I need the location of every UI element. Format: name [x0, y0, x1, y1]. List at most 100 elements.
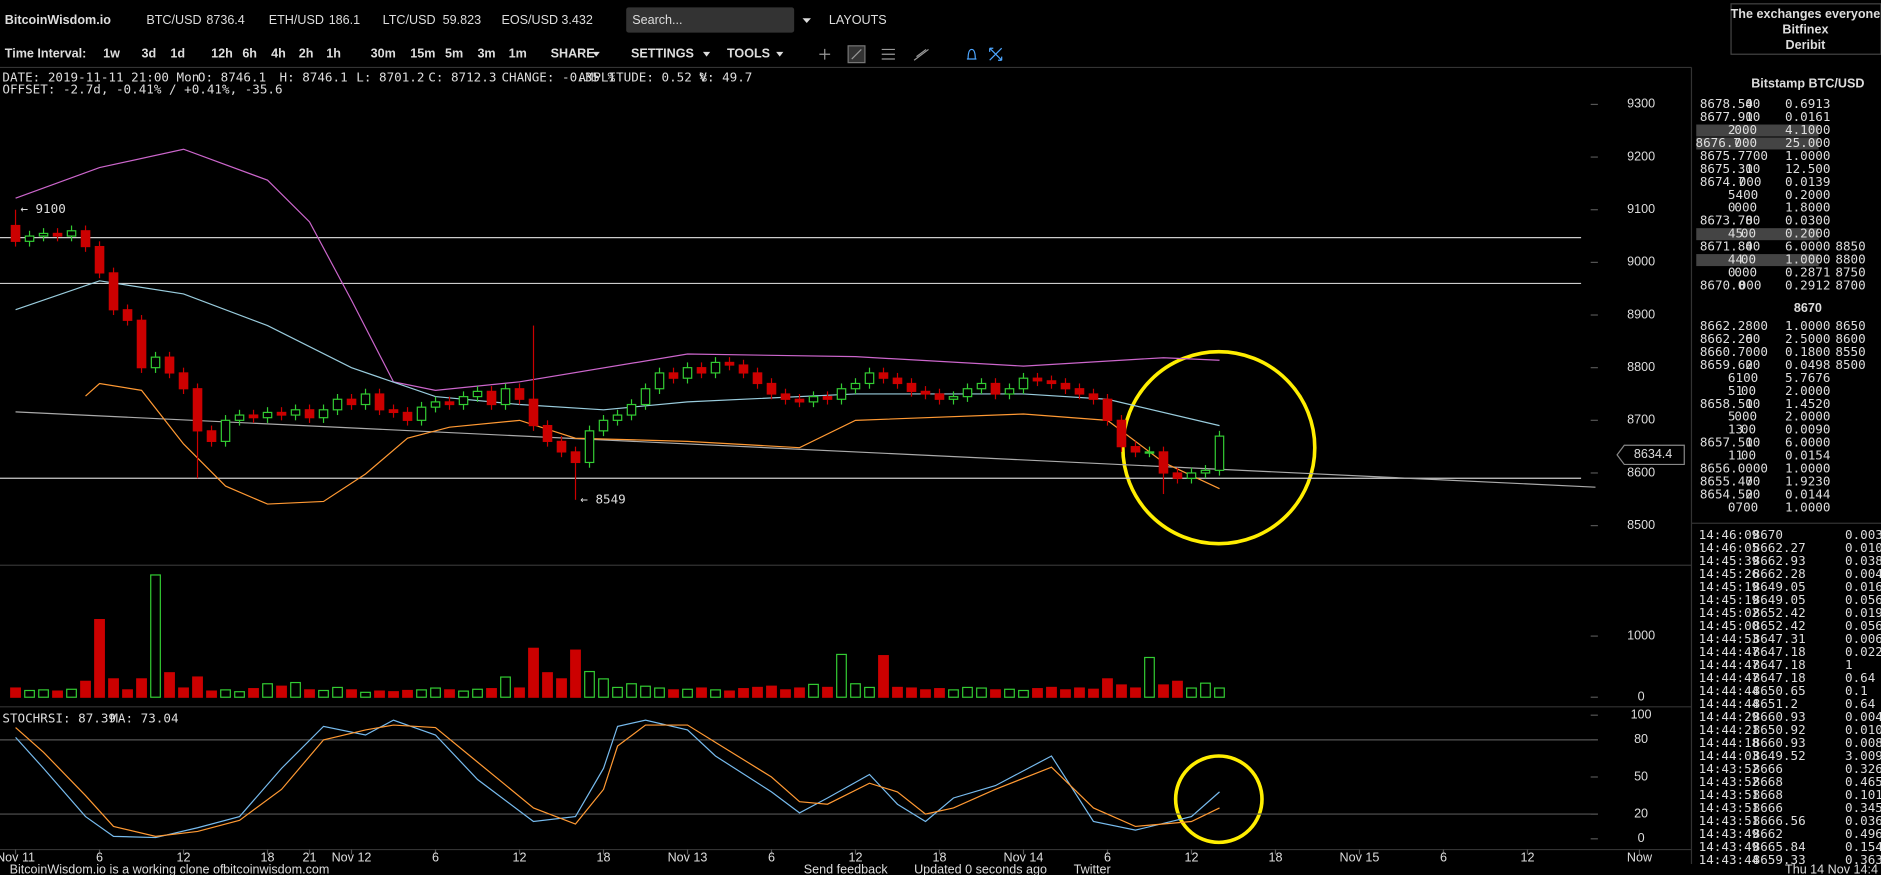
book-price: 8676.7 [1696, 135, 1741, 150]
trade-time: 14:43:52 [1699, 761, 1760, 776]
depth-label: 8700 [1835, 277, 1865, 292]
alert-icon[interactable] [966, 48, 977, 60]
candle-body [836, 388, 847, 400]
candle-body [710, 361, 721, 374]
interval-button[interactable]: 1h [326, 47, 341, 61]
fullscreen-icon[interactable] [989, 47, 1003, 61]
interval-button[interactable]: 1d [170, 47, 185, 61]
trend-line [15, 411, 1596, 488]
twitter-link[interactable]: Twitter [1074, 862, 1111, 875]
candle-body [1158, 451, 1169, 474]
candle-body [1172, 472, 1183, 479]
candle-body [612, 414, 623, 421]
trade-amount: 0.0192 [1845, 605, 1881, 620]
candle-body [346, 398, 357, 406]
promo-box[interactable] [1730, 3, 1881, 55]
interval-button[interactable]: 4h [271, 47, 286, 61]
interval-button[interactable]: 30m [371, 47, 396, 61]
updated-text: Updated 0 seconds ago [914, 862, 1047, 875]
book-price: 8657.51 [1700, 435, 1753, 450]
interval-button[interactable]: 5m [445, 47, 463, 61]
book-amount: 1.9230 [1785, 474, 1830, 489]
dropdown-icon[interactable] [802, 18, 811, 24]
ticker-symbol[interactable]: EOS/USD [501, 13, 558, 27]
book-price-tail: 00 [1745, 331, 1760, 346]
search-box[interactable] [626, 7, 795, 33]
volume-bar [206, 690, 217, 698]
trade-amount: 0.64 [1845, 670, 1875, 685]
footer-link[interactable]: bitcoinwisdom.com [223, 862, 329, 875]
volume-bar [150, 574, 161, 698]
ticker-symbol[interactable]: BTC/USD [146, 13, 201, 27]
book-price: 8658.51 [1700, 396, 1753, 411]
candle-body [24, 235, 35, 242]
y-tick-label: 9000 [1627, 255, 1655, 269]
logo[interactable]: BitcoinWisdom.io [5, 13, 111, 27]
book-price: 8654.52 [1700, 486, 1753, 501]
book-price: 8675.31 [1700, 161, 1753, 176]
trade-time: 14:45:19 [1699, 579, 1760, 594]
layouts-link[interactable]: LAYOUTS [829, 13, 887, 27]
interval-button[interactable]: 1w [103, 47, 120, 61]
volume-bar [528, 647, 539, 698]
trade-amount: 0.3639 [1845, 852, 1881, 867]
menu-button[interactable]: TOOLS [727, 47, 770, 61]
menu-button[interactable]: SHARE [551, 47, 595, 61]
x-tick-label: 12 [177, 850, 191, 864]
y-tick-label: 50 [1634, 769, 1648, 783]
candle-body [94, 245, 105, 274]
volume-bar [990, 689, 1001, 698]
footer-text: BitcoinWisdom.io is a working clone of [10, 862, 224, 875]
candle-body [654, 372, 665, 390]
volume-bar [66, 688, 77, 698]
volume-bar [1158, 684, 1169, 698]
candle-body [976, 382, 987, 390]
x-tick-label: 6 [1440, 850, 1447, 864]
candle-body [360, 393, 371, 406]
interval-button[interactable]: 6h [242, 47, 257, 61]
interval-button[interactable]: 3d [142, 47, 157, 61]
book-price-tail: 00 [1745, 239, 1760, 254]
menu-button[interactable]: SETTINGS [631, 47, 694, 61]
promo-link[interactable]: Bitfinex [1782, 23, 1828, 37]
trade-price: 8647.18 [1753, 644, 1806, 659]
book-price: 8671.84 [1700, 239, 1753, 254]
feedback-link[interactable]: Send feedback [804, 862, 889, 875]
y-tick-label: 8600 [1627, 465, 1655, 479]
interval-button[interactable]: 3m [477, 47, 495, 61]
ticker-symbol[interactable]: ETH/USD [269, 13, 324, 27]
candle-body [388, 409, 399, 414]
volume-bar [878, 655, 889, 698]
volume-bar [276, 685, 287, 698]
candle-body [486, 390, 497, 406]
candle-body [430, 401, 441, 408]
candle-body [906, 382, 917, 392]
trade-time: 14:45:02 [1699, 605, 1760, 620]
trade-amount: 0.0225 [1845, 644, 1881, 659]
trade-price: 8651.2 [1753, 696, 1798, 711]
interval-button[interactable]: 15m [410, 47, 435, 61]
book-price: 0 [1728, 265, 1736, 280]
volume-bar [612, 686, 623, 698]
interval-button[interactable]: 1m [509, 47, 527, 61]
price-annotation: ← 8549 [580, 491, 625, 506]
promo-link[interactable]: Deribit [1786, 38, 1827, 52]
fib-icon[interactable] [913, 48, 929, 61]
candle-body [1074, 388, 1085, 395]
candle-body [1004, 388, 1015, 395]
row-highlight [1696, 137, 1819, 150]
crosshair-icon[interactable] [819, 48, 831, 60]
trade-time: 14:44:21 [1699, 722, 1760, 737]
trade-price: 8652.42 [1753, 618, 1806, 633]
trade-time: 14:44:53 [1699, 631, 1760, 646]
book-price: 51 [1728, 383, 1743, 398]
interval-button[interactable]: 12h [211, 47, 233, 61]
x-tick-label: Nov 14 [1004, 850, 1044, 864]
ticker-symbol[interactable]: LTC/USD [383, 13, 436, 27]
volume-bar [808, 683, 819, 698]
hlines-icon[interactable] [881, 48, 895, 60]
book-amount: 0.0139 [1785, 174, 1830, 189]
interval-button[interactable]: 2h [299, 47, 314, 61]
book-price-tail: 000 [1734, 265, 1757, 280]
